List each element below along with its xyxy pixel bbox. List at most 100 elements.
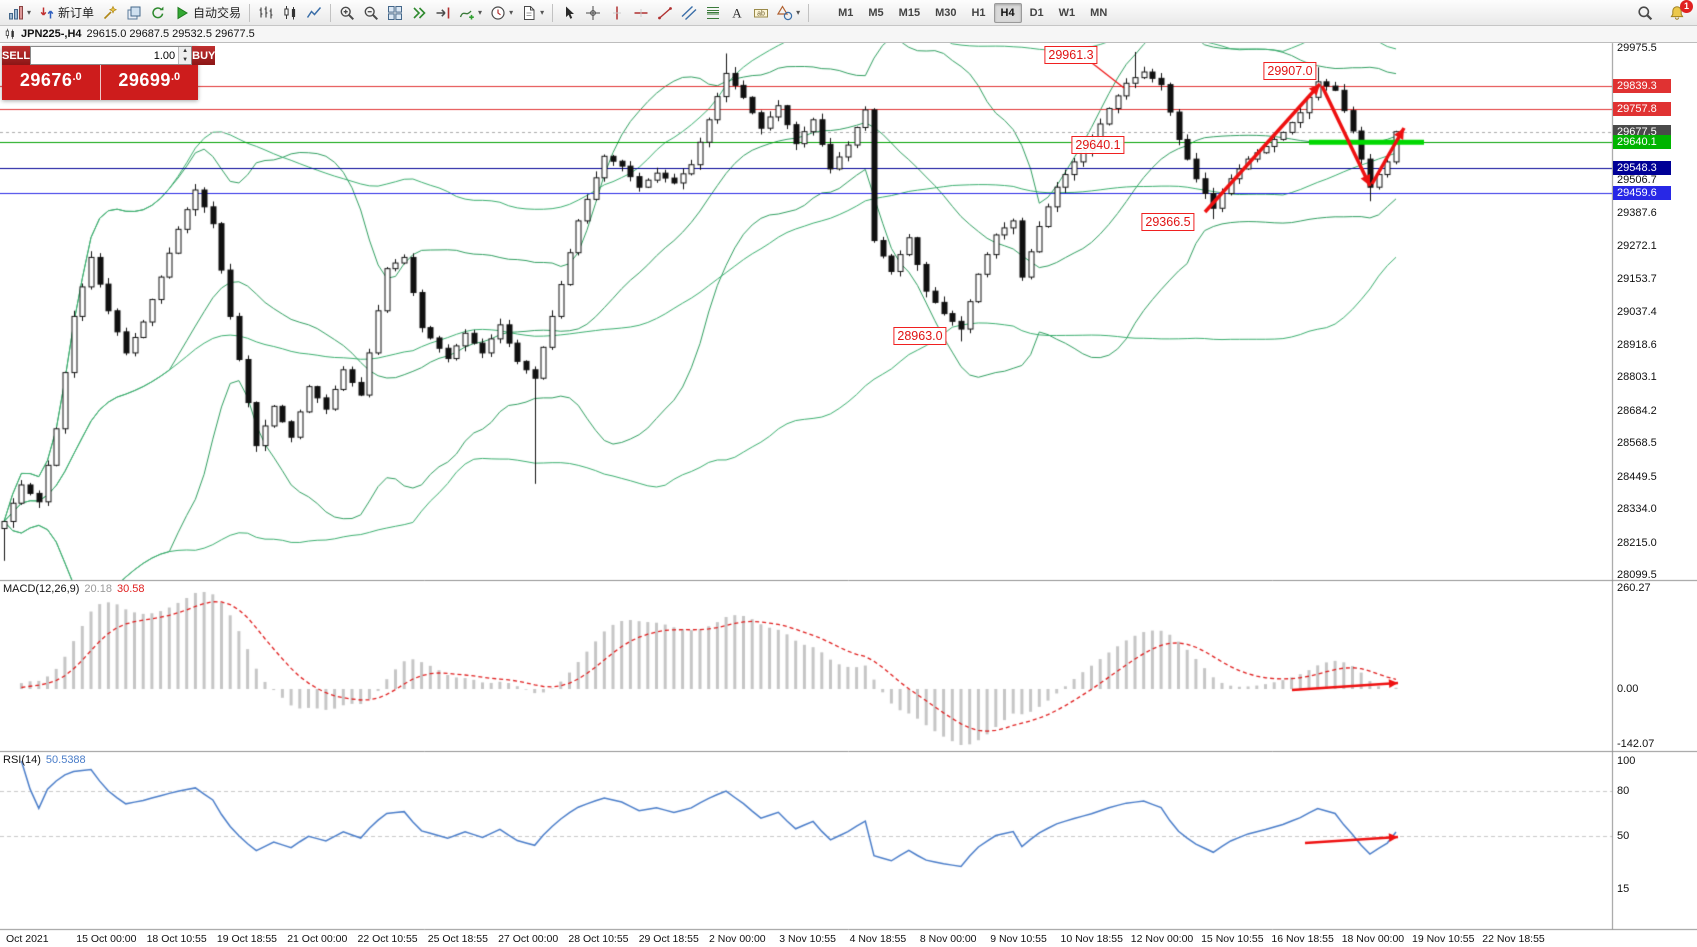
chart-ohlc-values: 29615.0 29687.5 29532.5 29677.5	[86, 28, 255, 40]
timeframe-d1-button[interactable]: D1	[1029, 6, 1044, 19]
price-scale-label: 28803.1	[1617, 371, 1657, 384]
timeframe-m5-button[interactable]: M5	[868, 6, 884, 19]
price-scale-label: 29037.4	[1617, 305, 1657, 318]
price-badge: 29459.6	[1613, 185, 1671, 200]
bar-chart-mode-button[interactable]	[254, 2, 278, 24]
sell-button[interactable]: SELL	[2, 46, 31, 65]
price-scale-label: 28099.5	[1617, 569, 1657, 581]
timeframe-w1-button[interactable]: W1	[1058, 6, 1076, 19]
fibonacci-retracement-button[interactable]	[701, 2, 725, 24]
new-order-icon	[39, 5, 55, 21]
periods-icon	[490, 5, 506, 21]
indicators-icon	[459, 5, 475, 21]
price-scale-label: 29153.7	[1617, 272, 1657, 285]
notifications-button[interactable]: 1	[1665, 0, 1693, 24]
vertical-line-button[interactable]	[605, 2, 629, 24]
text-label-icon: ab	[753, 5, 769, 21]
timeframe-mn-button[interactable]: MN	[1090, 6, 1108, 19]
timeframe-m1-button[interactable]: M1	[838, 6, 854, 19]
auto-scroll-button[interactable]	[407, 2, 431, 24]
buy-price-frac: .0	[170, 71, 181, 83]
templates-button[interactable]: ▾	[517, 2, 548, 24]
volume-up-button[interactable]: ▲	[179, 47, 192, 56]
mql-wizard-button[interactable]	[98, 2, 122, 24]
rsi-header: RSI(14) 50.5388	[3, 754, 91, 766]
price-annotation[interactable]: 29640.1	[1071, 136, 1125, 154]
price-scale-label: 28334.0	[1617, 503, 1657, 516]
rsi-scale-label: 50	[1617, 830, 1630, 842]
indicators-button[interactable]: ▾	[455, 2, 486, 24]
arrows-objects-button[interactable]: ▾	[773, 2, 804, 24]
time-axis-label: 4 Nov 18:55	[849, 933, 907, 945]
time-axis-label: Oct 2021	[6, 933, 49, 945]
time-axis-label: 16 Nov 18:55	[1271, 933, 1334, 945]
autotrading-button[interactable]: 自动交易	[170, 2, 245, 24]
time-axis-label: 21 Oct 00:00	[287, 933, 348, 945]
text-button[interactable]: A	[725, 2, 749, 24]
autotrading-icon	[174, 5, 190, 21]
new-chart-button[interactable]: ▾	[4, 2, 35, 24]
price-annotation[interactable]: 29961.3	[1044, 46, 1098, 64]
price-badge: 29548.3	[1613, 161, 1671, 175]
price-annotation[interactable]: 29366.5	[1141, 213, 1195, 231]
refresh-icon	[150, 5, 166, 21]
timeframe-h1-button[interactable]: H1	[971, 6, 986, 19]
time-axis-label: 8 Nov 00:00	[919, 933, 977, 945]
price-scale-label: 28918.6	[1617, 338, 1657, 351]
notification-badge: 1	[1680, 0, 1693, 13]
profiles-button[interactable]	[122, 2, 146, 24]
zoom-in-button[interactable]	[335, 2, 359, 24]
mql-wizard-icon	[102, 5, 118, 21]
toolbar-separator	[249, 3, 251, 22]
crosshair-button[interactable]	[581, 2, 605, 24]
price-scale-label: 29272.1	[1617, 239, 1657, 252]
periods-button[interactable]: ▾	[486, 2, 517, 24]
auto-scroll-icon	[411, 5, 427, 21]
timeframe-m30-button[interactable]: M30	[935, 6, 957, 19]
buy-button[interactable]: BUY	[192, 46, 216, 65]
search-icon	[1637, 5, 1653, 21]
cursor-button[interactable]	[557, 2, 581, 24]
candle-chart-mode-button[interactable]	[278, 2, 302, 24]
price-annotation[interactable]: 29907.0	[1263, 62, 1317, 80]
zoom-in-icon	[339, 5, 355, 21]
templates-icon	[521, 5, 537, 21]
buy-price[interactable]: 29699 .0	[99, 65, 198, 100]
volume-down-button[interactable]: ▼	[179, 55, 192, 64]
cursor-icon	[561, 5, 577, 21]
equidistant-channel-icon	[681, 5, 697, 21]
text-icon: A	[729, 5, 745, 21]
rsi-label: RSI(14)	[3, 754, 41, 766]
line-chart-mode-icon	[306, 5, 322, 21]
svg-text:ab: ab	[757, 10, 765, 17]
line-chart-mode-button[interactable]	[302, 2, 326, 24]
time-axis-label: 15 Nov 10:55	[1201, 933, 1264, 945]
volume-input[interactable]	[31, 47, 179, 64]
price-annotation[interactable]: 28963.0	[893, 327, 947, 345]
chart-window-icon	[4, 28, 16, 40]
toolbar-separator	[808, 3, 810, 22]
zoom-out-button[interactable]	[359, 2, 383, 24]
search-button[interactable]	[1633, 2, 1657, 24]
one-click-trading-panel: SELL ▲ ▼ BUY 29676 .0 29699 .0	[2, 46, 216, 100]
timeframe-h4-button[interactable]: H4	[993, 2, 1022, 23]
time-axis-label: 28 Oct 10:55	[568, 933, 629, 945]
tile-windows-button[interactable]	[383, 2, 407, 24]
chart-shift-button[interactable]	[431, 2, 455, 24]
text-label-button[interactable]: ab	[749, 2, 773, 24]
equidistant-channel-button[interactable]	[677, 2, 701, 24]
horizontal-line-button[interactable]	[629, 2, 653, 24]
macd-label: MACD(12,26,9)	[3, 583, 80, 595]
volume-box: ▲ ▼	[30, 46, 193, 65]
refresh-button[interactable]	[146, 2, 170, 24]
crosshair-icon	[585, 5, 601, 21]
timeframe-m15-button[interactable]: M15	[898, 6, 921, 19]
rsi-scale-label: 100	[1617, 755, 1636, 767]
sell-price[interactable]: 29676 .0	[2, 65, 100, 100]
price-scale-label: 28449.5	[1617, 470, 1657, 483]
new-order-button[interactable]: 新订单	[35, 2, 98, 24]
bell-icon	[1669, 5, 1685, 21]
trendline-button[interactable]	[653, 2, 677, 24]
